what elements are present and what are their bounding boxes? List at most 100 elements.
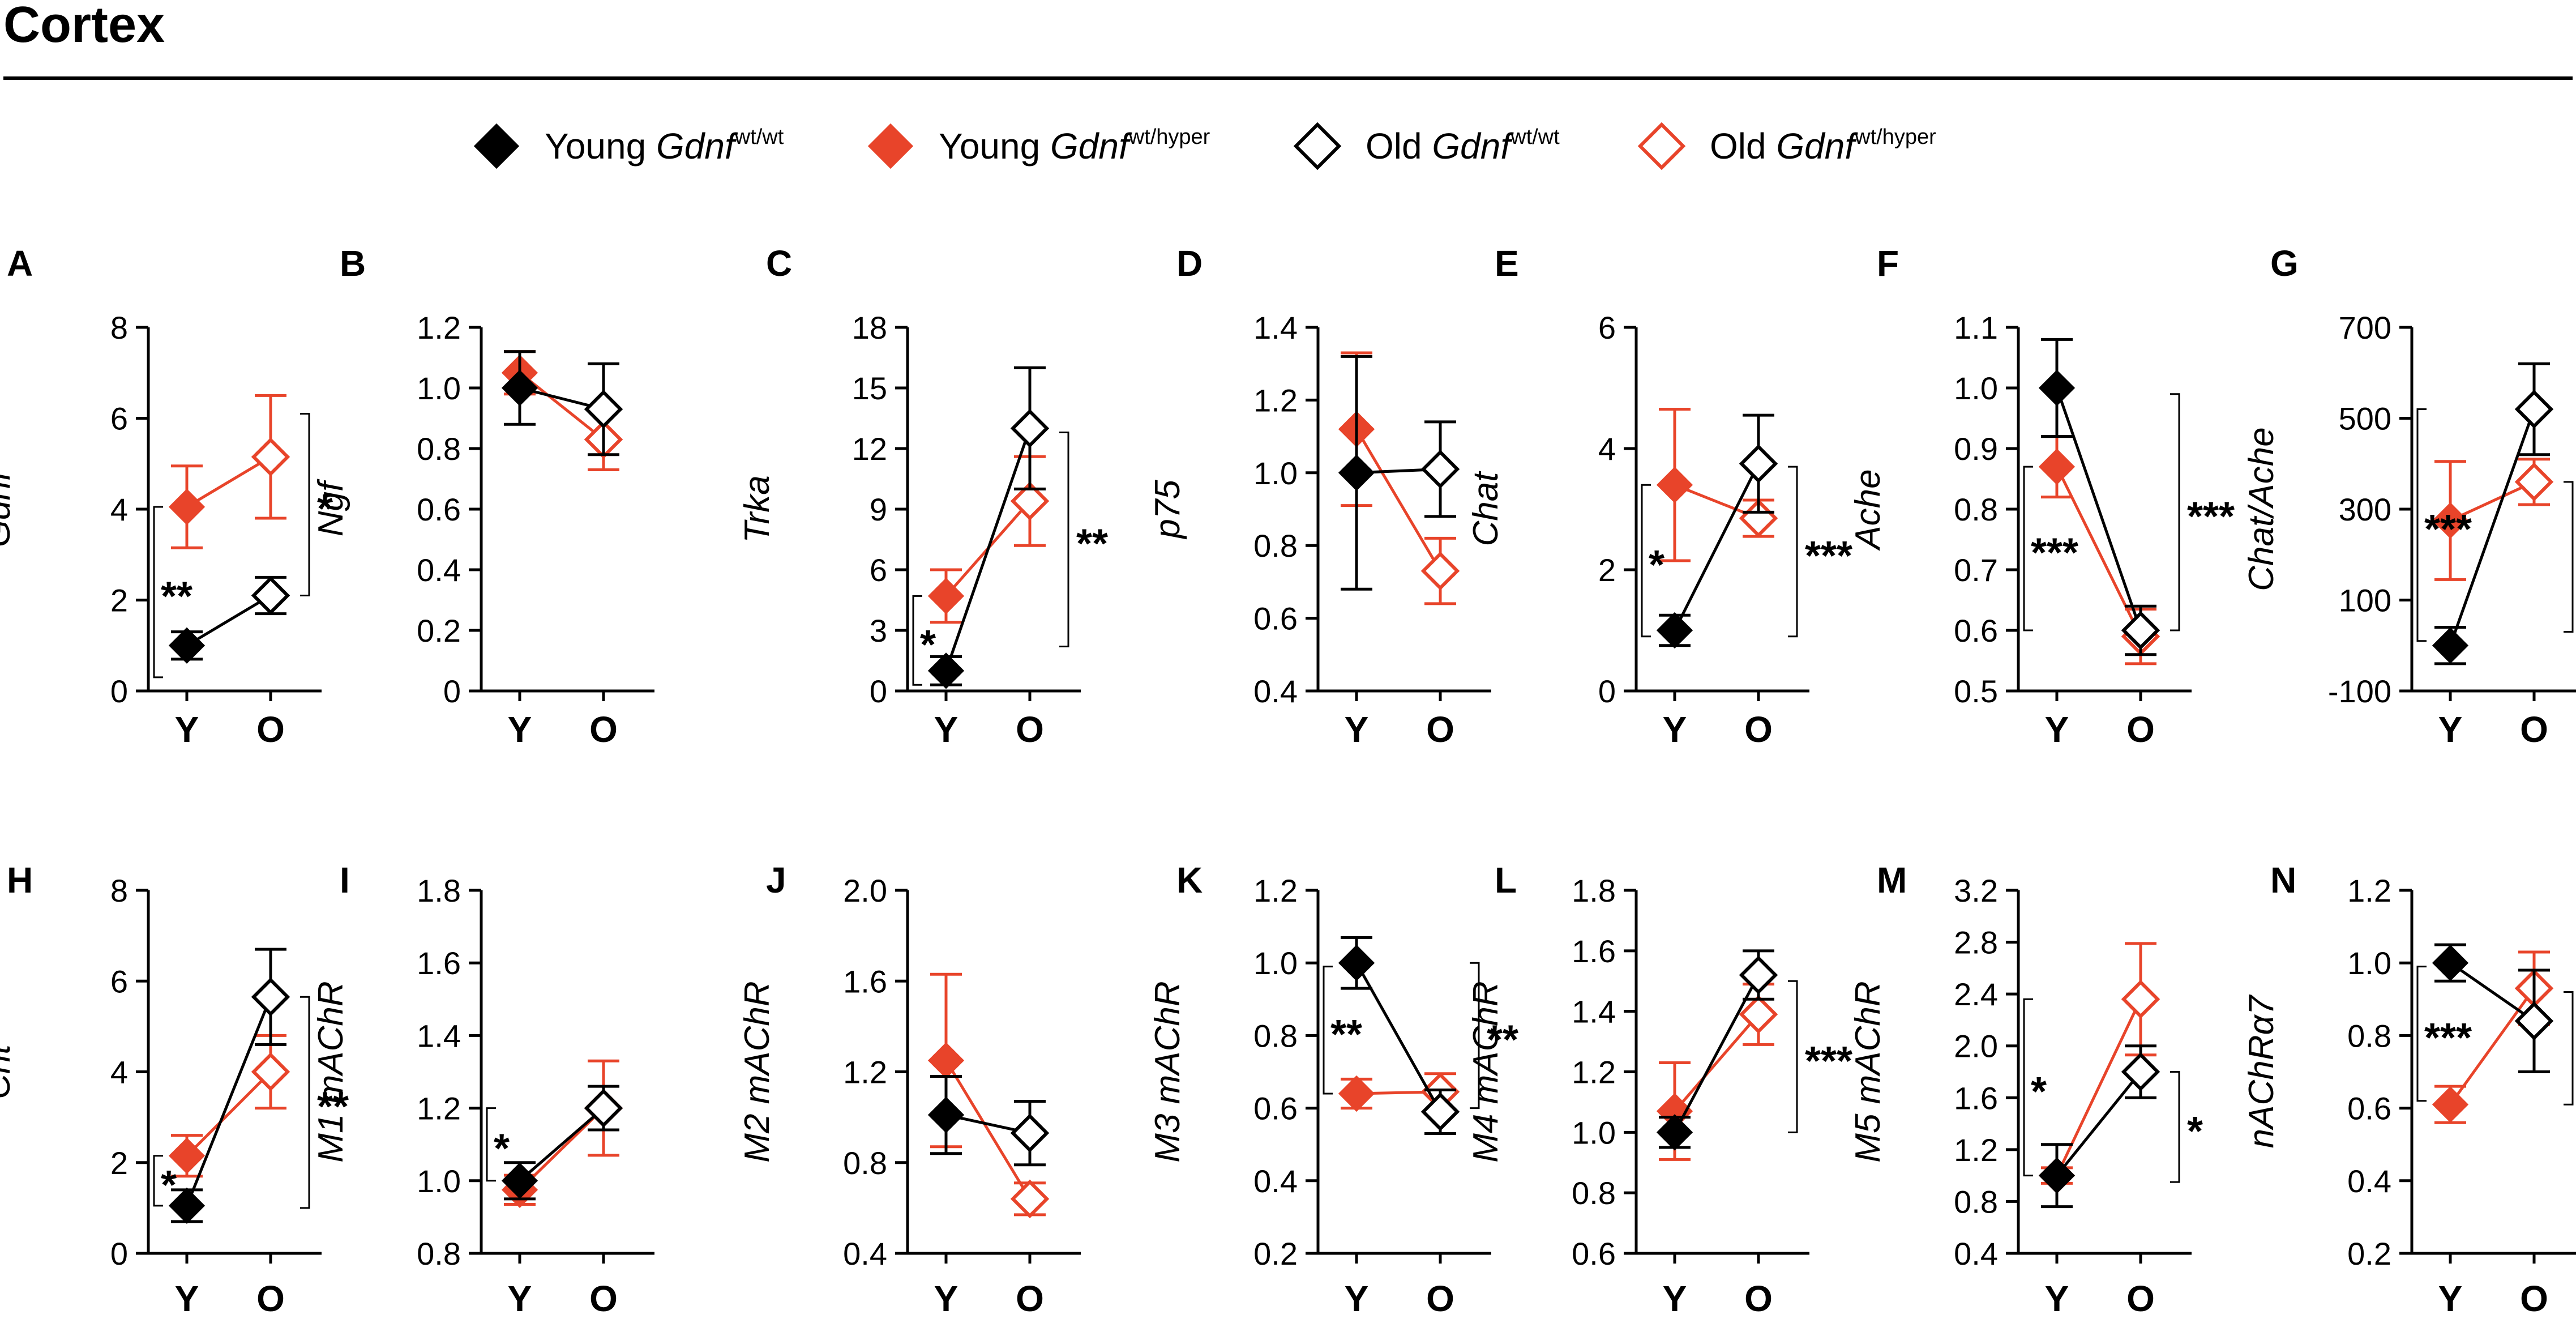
x-tick-label: Y xyxy=(1663,1278,1687,1319)
bracket-line xyxy=(2170,393,2180,631)
panel-letter: I xyxy=(340,860,350,901)
data-point-young xyxy=(501,369,538,407)
data-point-young xyxy=(168,1187,206,1224)
data-point-young xyxy=(2432,627,2469,664)
significance-stars: ** xyxy=(317,1085,349,1130)
significance-stars: *** xyxy=(2187,494,2235,539)
y-tick-label: 0.6 xyxy=(2347,1091,2391,1126)
significance-stars: * xyxy=(161,1163,177,1208)
series-wt-wt xyxy=(501,350,623,456)
y-tick-label: 18 xyxy=(852,310,887,345)
data-point-young xyxy=(1656,1114,1693,1151)
bracket-line xyxy=(1059,431,1069,648)
bracket-line xyxy=(2170,1071,2180,1183)
y-tick-label: 300 xyxy=(2339,492,2391,527)
x-tick-label: O xyxy=(2520,1278,2548,1319)
y-tick-label: 1.2 xyxy=(1954,1132,1998,1168)
series-line xyxy=(944,1060,1032,1200)
data-point-young xyxy=(927,578,965,614)
series-line xyxy=(2449,962,2535,1022)
y-tick-label: 1.0 xyxy=(417,370,461,406)
y-tick-label: 1.8 xyxy=(1572,873,1616,908)
panel-letter: N xyxy=(2270,860,2296,901)
legend-item: Young Gdnfwt/wt xyxy=(473,123,784,169)
y-axis-label: Trka xyxy=(738,475,777,543)
significance-stars: ** xyxy=(1330,1012,1362,1057)
y-tick-label: 4 xyxy=(1598,431,1616,467)
data-point-old xyxy=(251,437,290,476)
y-tick-label: 500 xyxy=(2339,401,2391,437)
y-tick-label: 1.0 xyxy=(1954,370,1998,406)
series-line xyxy=(2449,987,2536,1106)
legend-marker-icon xyxy=(867,123,914,169)
y-tick-label: 0 xyxy=(110,1236,128,1271)
x-tick-label: Y xyxy=(1345,1278,1369,1319)
significance-stars: * xyxy=(2187,1109,2203,1154)
data-point-young xyxy=(927,652,965,689)
y-tick-label: 0.8 xyxy=(417,1236,461,1271)
y-tick-label: 6 xyxy=(870,552,887,588)
x-tick-label: Y xyxy=(2045,1278,2069,1319)
y-tick-label: 2.4 xyxy=(1954,976,1998,1012)
y-tick-label: 1.6 xyxy=(843,963,887,999)
x-tick-label: Y xyxy=(175,1278,199,1319)
y-tick-label: 1.2 xyxy=(417,1091,461,1126)
series-line xyxy=(2449,480,2535,522)
x-tick-label: Y xyxy=(1345,709,1369,750)
y-tick-label: 0.8 xyxy=(1572,1175,1616,1211)
y-tick-label: 2.0 xyxy=(1954,1028,1998,1064)
significance-bracket: * xyxy=(912,595,936,686)
x-tick-label: Y xyxy=(508,709,532,750)
x-tick-label: Y xyxy=(175,709,199,750)
y-tick-label: -100 xyxy=(2328,673,2391,709)
y-tick-label: 0.5 xyxy=(1954,673,1998,709)
legend-marker-icon xyxy=(1293,122,1342,170)
data-point-old xyxy=(2121,980,2160,1019)
data-point-old xyxy=(584,1089,623,1128)
data-point-old xyxy=(251,978,290,1017)
y-tick-label: 2.8 xyxy=(1954,925,1998,961)
data-point-young xyxy=(1656,612,1693,649)
significance-bracket: ** xyxy=(1323,966,1362,1095)
series-wt-wt xyxy=(168,575,290,664)
y-tick-label: 4 xyxy=(110,492,128,527)
y-tick-label: 2 xyxy=(1598,552,1616,588)
y-tick-label: 1.4 xyxy=(1253,310,1298,345)
bracket-line xyxy=(1470,962,1480,1109)
y-tick-label: 0 xyxy=(110,673,128,709)
bracket-line xyxy=(912,595,922,686)
panel-letter: L xyxy=(1495,860,1517,901)
y-axis-label: M1 mAChR xyxy=(311,981,350,1162)
y-tick-label: 1.0 xyxy=(1253,455,1298,491)
panel-letter: C xyxy=(766,243,792,284)
significance-stars: ** xyxy=(1487,1017,1518,1062)
y-tick-label: 8 xyxy=(110,310,128,345)
data-point-old xyxy=(1010,481,1050,520)
significance-bracket: * xyxy=(1641,484,1664,638)
data-point-young xyxy=(2038,369,2076,407)
y-tick-label: 0.8 xyxy=(1253,528,1298,564)
bracket-line xyxy=(2023,998,2033,1177)
x-tick-label: Y xyxy=(2045,709,2069,750)
panel-letter: K xyxy=(1176,860,1203,901)
series-wt-wt xyxy=(2432,362,2554,665)
y-tick-label: 1.0 xyxy=(1253,945,1298,981)
y-tick-label: 12 xyxy=(852,431,887,467)
y-axis-label: M5 mAChR xyxy=(1848,981,1888,1162)
y-tick-label: 1.6 xyxy=(1572,933,1616,969)
series-wt-wt xyxy=(927,1075,1050,1167)
panel-letter: M xyxy=(1877,860,1907,901)
x-tick-label: O xyxy=(2126,709,2155,750)
y-tick-label: 0.6 xyxy=(1253,601,1298,637)
y-tick-label: 1.1 xyxy=(1954,310,1998,345)
series-line xyxy=(1355,962,1442,1113)
panel-letter: D xyxy=(1176,243,1203,284)
data-point-old xyxy=(1739,444,1778,483)
y-tick-label: 0.4 xyxy=(2347,1163,2391,1199)
bracket-line xyxy=(2564,481,2574,633)
legend-marker-icon xyxy=(1637,122,1686,170)
significance-bracket: *** xyxy=(1788,466,1852,638)
y-tick-label: 1.4 xyxy=(1572,994,1616,1030)
